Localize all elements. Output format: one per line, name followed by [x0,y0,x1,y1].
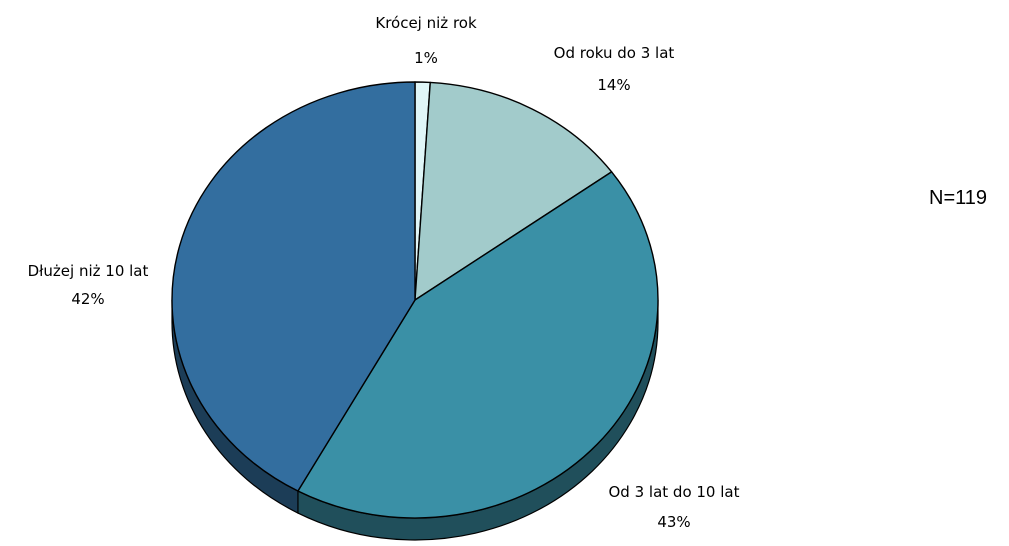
pie-slice-2 [297,171,659,519]
pie-slices [171,81,659,519]
slice-value-od-roku: 14% [597,76,630,94]
slice-label-od-3-lat: Od 3 lat do 10 lat [609,483,740,501]
slice-label-krocej: Krócej niż rok [375,14,477,32]
pie-slice-1 [414,81,613,301]
pie-labels: Krócej niż rok 1% Od roku do 3 lat 14% O… [28,14,740,531]
slice-value-dluzej: 42% [71,290,104,308]
sample-size-note: N=119 [929,187,987,209]
slice-label-dluzej: Dłużej niż 10 lat [28,262,149,280]
slice-label-od-roku: Od roku do 3 lat [554,44,675,62]
pie-slice-3 [171,81,416,492]
slice-value-od-3-lat: 43% [657,513,690,531]
slice-value-krocej: 1% [414,49,438,67]
